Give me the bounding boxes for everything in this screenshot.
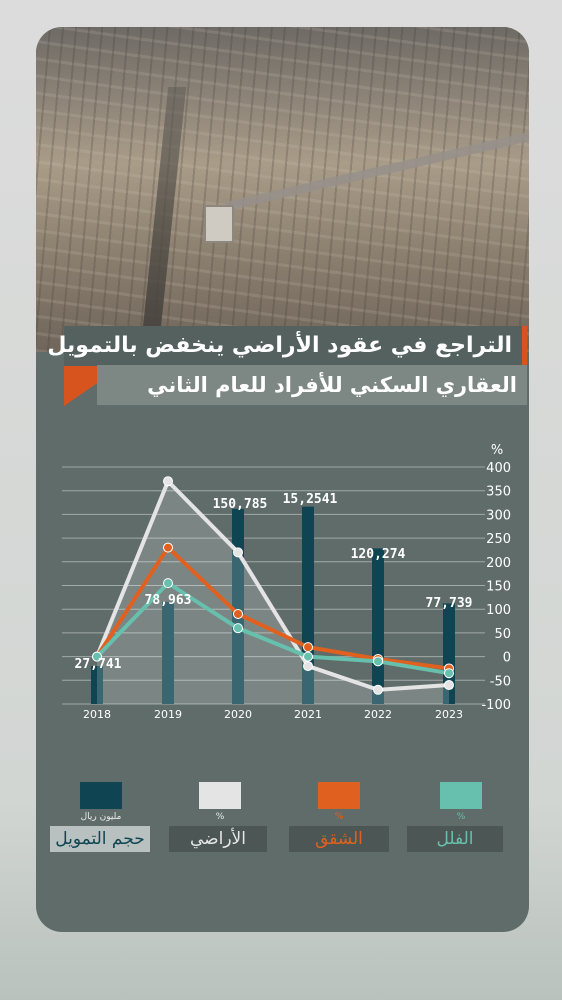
legend-unit-villas: % <box>456 812 466 822</box>
bar-value-label: 27,741 <box>75 657 122 672</box>
apartments-line <box>95 545 450 671</box>
apartments-point <box>303 642 313 653</box>
legend-swatch-apartments <box>318 782 360 809</box>
legend-unit-land: % <box>215 812 225 822</box>
land-point <box>373 684 383 695</box>
villas-point <box>92 651 102 662</box>
y-tick-label: -100 <box>481 698 511 713</box>
x-tick-label: 2019 <box>154 708 182 721</box>
villas-point <box>444 668 454 679</box>
villas-point <box>373 656 383 667</box>
legend-swatch-land <box>199 782 241 809</box>
y-tick-label: 0 <box>503 651 511 666</box>
legend-label-apartments: الشقق <box>289 826 389 852</box>
infographic-card <box>36 27 529 932</box>
villas-point <box>303 651 313 662</box>
y-tick-label: 200 <box>486 556 511 571</box>
villas-point <box>163 578 173 589</box>
bar <box>91 666 103 704</box>
legend-swatch-villas <box>440 782 482 809</box>
legend-label-volume: حجم التمويل <box>50 826 150 852</box>
villas-point <box>233 623 243 634</box>
bar-value-label: 120,274 <box>351 547 406 562</box>
land-point <box>163 476 173 487</box>
legend-label-land: الأراضي <box>169 826 267 852</box>
y-tick-label: -50 <box>490 674 511 689</box>
bar-value-label: 78,963 <box>145 593 192 608</box>
bar-value-label: 15,2541 <box>283 492 338 507</box>
y-tick-label: 400 <box>486 461 511 476</box>
bar <box>372 548 384 704</box>
tower-shape <box>204 205 234 243</box>
x-tick-label: 2020 <box>224 708 252 721</box>
x-tick-label: 2021 <box>294 708 322 721</box>
land-point <box>303 661 313 672</box>
bar-value-label: 150,785 <box>213 497 268 512</box>
y-tick-label: 150 <box>486 580 511 595</box>
x-tick-label: 2018 <box>83 708 111 721</box>
legend-unit-volume: مليون ريال <box>80 812 122 822</box>
land-point <box>233 547 243 558</box>
legend-swatch-volume <box>80 782 122 809</box>
y-tick-label: 350 <box>486 485 511 500</box>
land-area-fill <box>97 481 449 704</box>
x-tick-label: 2023 <box>435 708 463 721</box>
x-tick-label: 2022 <box>364 708 392 721</box>
y-tick-label: 100 <box>486 603 511 618</box>
villas-line <box>95 581 450 676</box>
headline: التراجع في عقود الأراضي ينخفض بالتمويل ا… <box>36 318 527 408</box>
land-line <box>95 479 450 692</box>
y-tick-label: 250 <box>486 532 511 547</box>
bar <box>162 601 174 704</box>
apartments-point <box>163 542 173 553</box>
headline-line-1: التراجع في عقود الأراضي ينخفض بالتمويل <box>47 326 527 366</box>
land-point <box>444 680 454 691</box>
city-aerial-photo <box>36 27 529 357</box>
bar <box>443 603 455 704</box>
headline-line-2: العقاري السكني للأفراد للعام الثاني <box>97 365 527 405</box>
bar-value-label: 77,739 <box>426 596 473 611</box>
apartments-point <box>233 608 243 619</box>
legend-label-villas: الفلل <box>407 826 503 852</box>
y-tick-label: 300 <box>486 508 511 523</box>
y-tick-label: 50 <box>494 627 511 642</box>
y-unit-label: % <box>491 443 503 458</box>
legend-unit-apartments: % <box>334 812 344 822</box>
